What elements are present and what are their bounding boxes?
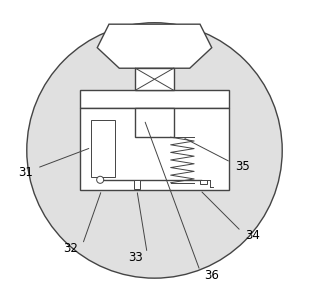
Bar [80,108,229,190]
Circle shape [97,176,104,183]
Text: 31: 31 [18,166,33,179]
Text: 36: 36 [204,269,219,282]
Bar [135,68,174,90]
Polygon shape [97,24,212,68]
Text: 33: 33 [128,251,143,264]
Bar [91,119,115,177]
Bar [80,90,229,108]
Bar [134,180,140,189]
Bar [135,108,174,137]
Circle shape [27,23,282,278]
Text: 32: 32 [63,242,78,255]
Bar [200,180,207,184]
Text: 34: 34 [245,229,260,242]
Text: 35: 35 [235,160,250,173]
